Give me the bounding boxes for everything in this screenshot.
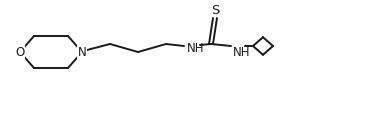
Text: S: S xyxy=(211,3,219,16)
Text: N: N xyxy=(78,46,86,59)
Text: NH: NH xyxy=(187,42,205,55)
Text: NH: NH xyxy=(233,46,250,59)
Text: O: O xyxy=(15,46,25,59)
